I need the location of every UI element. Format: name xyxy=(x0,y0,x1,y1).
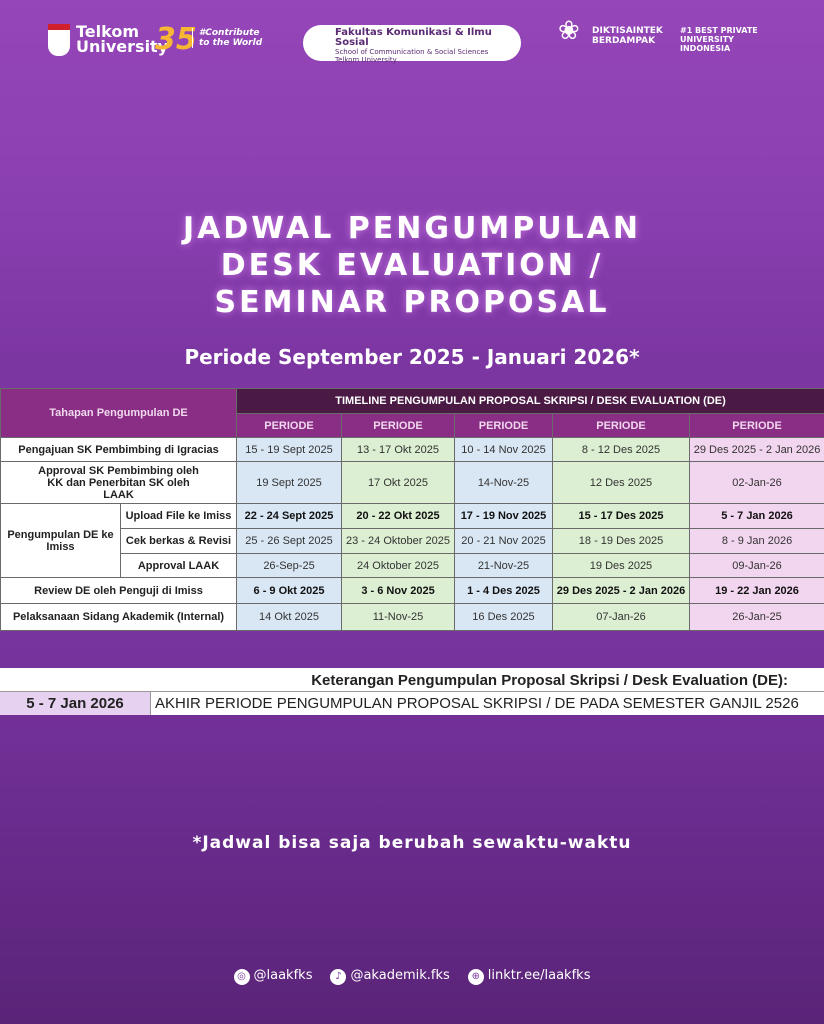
group-label: Pengumpulan DE ke Imiss xyxy=(0,503,121,578)
title-line: JADWAL PENGUMPULAN xyxy=(182,211,642,246)
social-handle: @akademik.fks xyxy=(350,968,450,983)
fkis-logo: Fakultas Komunikasi & Ilmu Sosial School… xyxy=(303,25,521,64)
table-cell: 17 - 19 Nov 2025 xyxy=(454,503,553,529)
table-row: Pengajuan SK Pembimbing di Igracias 15 -… xyxy=(0,437,824,462)
instagram-icon: ◎ xyxy=(233,969,250,985)
social-footer: ◎ @laakfks ♪ @akademik.fks ⊕ linktr.ee/laak… xyxy=(0,968,824,985)
note-title: Keterangan Pengumpulan Proposal Skripsi … xyxy=(311,672,788,689)
contribute-tagline: #Contribute to the World xyxy=(192,28,272,48)
page-title: JADWAL PENGUMPULAN DESK EVALUATION / SEM… xyxy=(0,210,824,321)
diktis-line2: BERDAMPAK xyxy=(592,36,656,46)
table-cell: 23 - 24 Oktober 2025 xyxy=(341,528,455,554)
table-cell: 19 Des 2025 xyxy=(552,553,690,578)
table-cell: 8 - 12 Des 2025 xyxy=(552,437,690,462)
table-row: Approval SK Pembimbing oleh KK dan Pener… xyxy=(0,461,824,504)
table-cell: 14-Nov-25 xyxy=(454,461,553,504)
table-cell: 09-Jan-26 xyxy=(688,553,824,578)
table-row: Pengumpulan DE ke Imiss Upload File ke I… xyxy=(0,503,824,578)
table-cell: 19 - 22 Jan 2026 xyxy=(688,577,824,604)
table-cell: 1 - 4 Des 2025 xyxy=(454,577,553,604)
period-header: PERIODE xyxy=(552,413,690,438)
table-cell: 11-Nov-25 xyxy=(341,603,455,631)
table-cell: 14 Okt 2025 xyxy=(236,603,342,631)
row-label: Upload File ke Imiss xyxy=(120,503,237,529)
table-row: Cek berkas & Revisi 25 - 26 Sept 2025 23… xyxy=(1,528,824,554)
row-label: Cek berkas & Revisi xyxy=(120,528,237,554)
tiktok-icon: ♪ xyxy=(330,969,347,985)
fkis-subtitle: School of Communication & Social Science… xyxy=(335,48,489,56)
best-line3: INDONESIA xyxy=(680,44,731,53)
table-cell: 15 - 19 Sept 2025 xyxy=(236,437,342,462)
social-handle: linktr.ee/laakfks xyxy=(487,968,591,983)
disclaimer: *Jadwal bisa saja berubah sewaktu-waktu xyxy=(192,833,632,853)
table-cell: 24 Oktober 2025 xyxy=(341,553,455,578)
row-label: Approval SK Pembimbing oleh KK dan Pener… xyxy=(0,461,237,504)
row-label: Pelaksanaan Sidang Akademik (Internal) xyxy=(0,603,237,631)
anniversary-logo: 35 xyxy=(155,22,197,57)
title-line: DESK EVALUATION / xyxy=(220,248,604,283)
table-cell: 5 - 7 Jan 2026 xyxy=(688,503,824,529)
table-cell: 15 - 17 Des 2025 xyxy=(552,503,690,529)
table-cell: 20 - 21 Nov 2025 xyxy=(454,528,553,554)
table-cell: 8 - 9 Jan 2026 xyxy=(688,528,824,554)
period-header: PERIODE xyxy=(236,413,342,438)
diktisaintek-icon: ❀ xyxy=(558,16,580,46)
social-linktree[interactable]: ⊕ linktr.ee/laakfks xyxy=(467,968,591,985)
title-line: SEMINAR PROPOSAL xyxy=(214,285,610,320)
table-cell: 12 Des 2025 xyxy=(552,461,690,504)
note-date: 5 - 7 Jan 2026 xyxy=(0,692,150,715)
timeline-header: TIMELINE PENGUMPULAN PROPOSAL SKRIPSI / … xyxy=(235,388,824,414)
fkis-title: Fakultas Komunikasi & Ilmu Sosial xyxy=(335,27,492,48)
best-private-badge: #1 BEST PRIVATE UNIVERSITY INDONESIA xyxy=(680,26,758,53)
table-cell: 02-Jan-26 xyxy=(688,461,824,504)
table-cell: 16 Des 2025 xyxy=(454,603,553,631)
row-label: Review DE oleh Penguji di Imiss xyxy=(0,577,237,604)
table-row: Review DE oleh Penguji di Imiss 6 - 9 Ok… xyxy=(0,577,824,604)
best-line1: #1 BEST PRIVATE xyxy=(680,26,758,35)
table-row: Pelaksanaan Sidang Akademik (Internal) 1… xyxy=(0,603,824,631)
table-cell: 22 - 24 Sept 2025 xyxy=(236,503,342,529)
table-cell: 18 - 19 Des 2025 xyxy=(552,528,690,554)
table-cell: 29 Des 2025 - 2 Jan 2026 xyxy=(688,437,824,462)
table-cell: 07-Jan-26 xyxy=(552,603,690,631)
period-header: PERIODE xyxy=(454,413,553,438)
table-cell: 20 - 22 Okt 2025 xyxy=(341,503,455,529)
table-cell: 19 Sept 2025 xyxy=(236,461,342,504)
table-cell: 25 - 26 Sept 2025 xyxy=(236,528,342,554)
stage-header: Tahapan Pengumpulan DE xyxy=(0,388,237,438)
row-label: Approval LAAK xyxy=(120,553,237,578)
social-instagram[interactable]: ◎ @laakfks xyxy=(233,968,313,985)
row-label: Pengajuan SK Pembimbing di Igracias xyxy=(0,437,237,462)
table-cell: 10 - 14 Nov 2025 xyxy=(454,437,553,462)
note-text: AKHIR PERIODE PENGUMPULAN PROPOSAL SKRIP… xyxy=(150,692,824,715)
table-cell: 17 Okt 2025 xyxy=(341,461,455,504)
period-header: PERIODE xyxy=(341,413,455,438)
table-cell: 3 - 6 Nov 2025 xyxy=(341,577,455,604)
logo-bar: Telkom University 35 #Contribute to the W… xyxy=(0,16,824,65)
social-tiktok[interactable]: ♪ @akademik.fks xyxy=(330,968,450,985)
table-cell: 26-Jan-25 xyxy=(688,603,824,631)
social-handle: @laakfks xyxy=(253,968,313,983)
fkis-university: Telkom University xyxy=(335,56,397,64)
table-cell: 21-Nov-25 xyxy=(454,553,553,578)
note-box: Keterangan Pengumpulan Proposal Skripsi … xyxy=(0,668,824,715)
table-cell: 13 - 17 Okt 2025 xyxy=(341,437,455,462)
best-line2: UNIVERSITY xyxy=(680,35,734,44)
page-subtitle: Periode September 2025 - Januari 2026* xyxy=(184,345,640,369)
telkom-logo-icon xyxy=(48,24,70,56)
table-cell: 26-Sep-25 xyxy=(236,553,342,578)
period-header: PERIODE xyxy=(688,413,824,438)
table-cell: 29 Des 2025 - 2 Jan 2026 xyxy=(552,577,690,604)
table-row: Approval LAAK 26-Sep-25 24 Oktober 2025 … xyxy=(1,553,824,578)
globe-icon: ⊕ xyxy=(467,969,484,985)
table-cell: 6 - 9 Okt 2025 xyxy=(236,577,342,604)
telkom-university-logo: Telkom University xyxy=(76,22,169,56)
schedule-table: Tahapan Pengumpulan DE TIMELINE PENGUMPU… xyxy=(0,388,824,631)
diktisaintek-logo: ❀ DIKTISAINTEK BERDAMPAK xyxy=(558,16,663,46)
note-row: 5 - 7 Jan 2026 AKHIR PERIODE PENGUMPULAN… xyxy=(0,691,824,715)
diktis-line1: DIKTISAINTEK xyxy=(592,26,663,36)
